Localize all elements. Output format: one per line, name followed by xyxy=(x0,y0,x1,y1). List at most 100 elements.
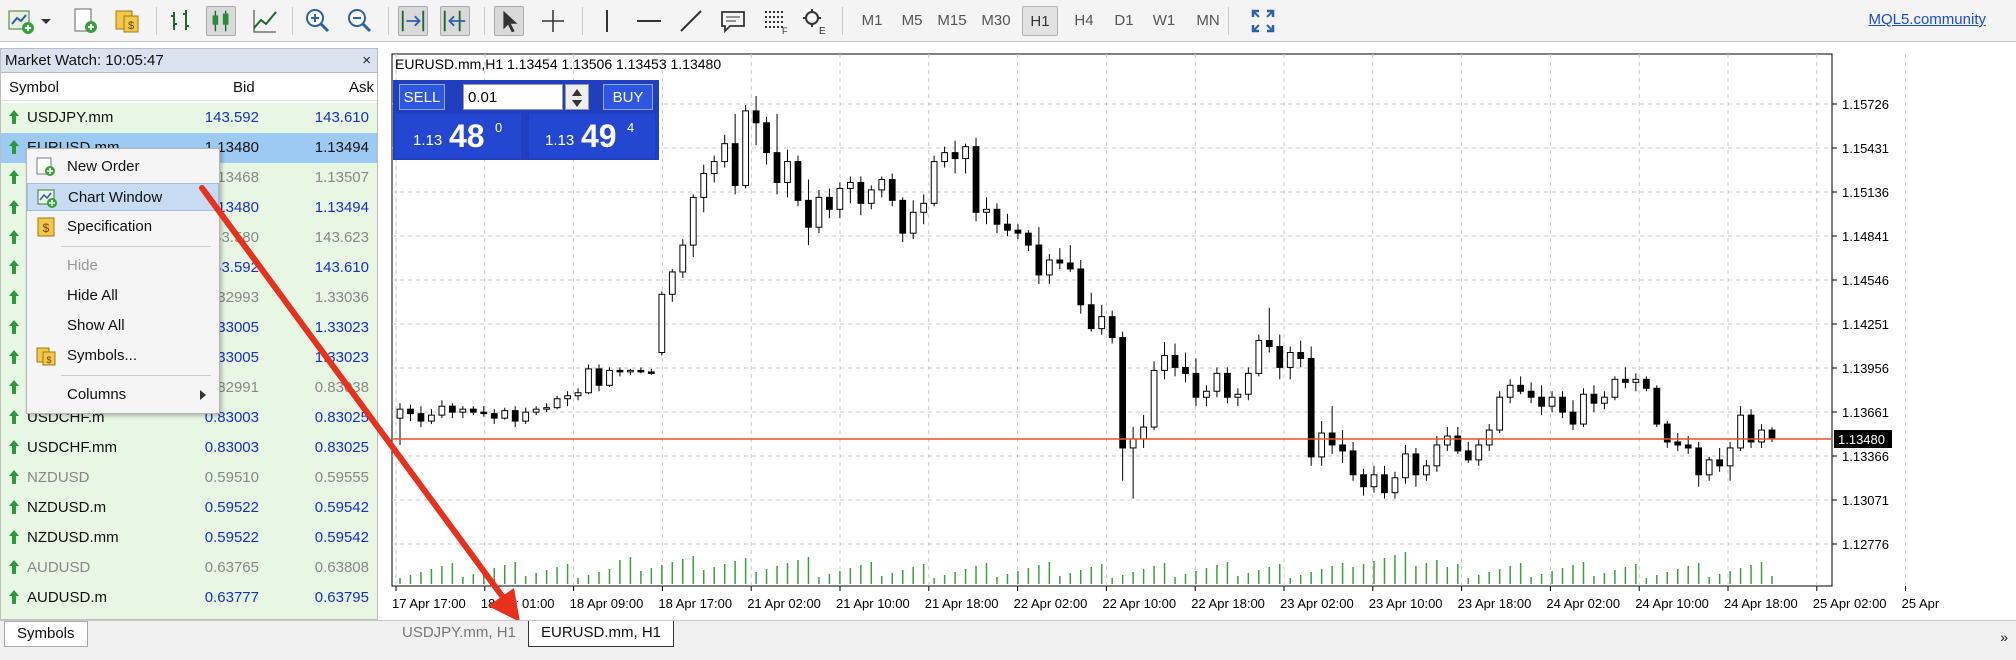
text-label-icon[interactable] xyxy=(718,6,748,36)
menu-item-chart-window[interactable]: Chart Window xyxy=(27,183,219,211)
market-watch-row[interactable]: NZDUSD 0.59510 0.59555 xyxy=(1,463,377,493)
candle-body xyxy=(1464,450,1472,461)
line-chart-icon[interactable] xyxy=(250,6,280,36)
market-watch-row[interactable]: AUDUSD 0.63765 0.63808 xyxy=(1,553,377,583)
price-up-arrow-icon xyxy=(9,410,19,424)
crosshair-icon[interactable] xyxy=(538,6,568,36)
indicators-icon[interactable]: E xyxy=(800,6,830,36)
ask-cell: 143.610 xyxy=(265,253,377,283)
trend-line-icon[interactable] xyxy=(676,6,706,36)
auto-scroll-icon[interactable] xyxy=(398,6,428,36)
candle-body xyxy=(1580,393,1587,425)
candle-body xyxy=(1443,435,1451,446)
menu-separator xyxy=(61,246,211,247)
timeframe-w1[interactable]: W1 xyxy=(1152,12,1176,29)
candle-body xyxy=(1475,444,1483,461)
market-watch-row[interactable]: AUDUSD.m 0.63777 0.63795 xyxy=(1,583,377,613)
sell-price[interactable]: 1.13 48 0 xyxy=(395,114,521,158)
timeframe-m1[interactable]: M1 xyxy=(861,12,883,29)
market-watch-icon[interactable]: $ xyxy=(112,6,142,36)
timeframe-h1[interactable]: H1 xyxy=(1022,6,1058,36)
timeframe-mn[interactable]: MN xyxy=(1196,12,1220,29)
candle-body xyxy=(951,152,959,160)
market-watch-row[interactable]: NZDUSD.m 0.59522 0.59542 xyxy=(1,493,377,523)
tab-chart-usdjpy[interactable]: USDJPY.mm, H1 xyxy=(402,624,516,641)
vertical-line-icon[interactable] xyxy=(592,6,622,36)
market-watch-row[interactable]: NZDUSD.mm 0.59522 0.59542 xyxy=(1,523,377,553)
ask-cell: 1.13507 xyxy=(265,163,377,193)
stepper-down-icon[interactable] xyxy=(572,100,582,108)
ask-cell: 0.59542 xyxy=(265,523,377,553)
chart-shift-icon[interactable] xyxy=(440,6,470,36)
lot-size-input[interactable] xyxy=(463,84,563,110)
candle-body xyxy=(1496,396,1504,431)
candle-body xyxy=(627,369,634,373)
buy-price[interactable]: 1.13 49 4 xyxy=(529,114,655,158)
candle-body xyxy=(417,413,425,422)
candle-body xyxy=(1402,453,1409,479)
candle-body xyxy=(1527,390,1535,398)
cursor-icon[interactable] xyxy=(494,6,524,36)
close-icon[interactable]: × xyxy=(362,52,371,69)
price-up-arrow-icon xyxy=(9,290,19,304)
profiles-icon[interactable] xyxy=(70,6,100,36)
buy-button[interactable]: BUY xyxy=(603,84,653,110)
candle-body xyxy=(1244,372,1252,395)
candle-body xyxy=(543,407,551,410)
menu-item-columns[interactable]: Columns xyxy=(27,381,219,409)
bar-chart-icon[interactable] xyxy=(166,6,196,36)
bottom-tab-bar: Symbols USDJPY.mm, H1 EURUSD.mm, H1 » xyxy=(0,620,2016,660)
ask-cell: 1.13494 xyxy=(265,133,377,163)
lot-stepper[interactable] xyxy=(565,84,589,110)
time-label: 22 Apr 18:00 xyxy=(1191,596,1265,611)
menu-item-label: Columns xyxy=(67,386,127,403)
tab-chart-eurusd[interactable]: EURUSD.mm, H1 xyxy=(528,621,675,647)
menu-item-show-all[interactable]: Show All xyxy=(27,312,219,340)
candle-body xyxy=(899,199,907,234)
menu-item-symbols[interactable]: $ Symbols... xyxy=(27,342,219,370)
market-watch-row[interactable]: USDCHF.mm 0.83003 0.83025 xyxy=(1,433,377,463)
candle-body xyxy=(1433,444,1441,467)
mql5-community-link[interactable]: MQL5.community xyxy=(1868,11,1986,28)
new-chart-icon[interactable] xyxy=(6,6,36,36)
price-up-arrow-icon xyxy=(9,260,19,274)
tabs-expand-icon[interactable]: » xyxy=(2000,629,2008,645)
column-header-bid[interactable]: Bid xyxy=(233,79,255,96)
market-watch-row[interactable]: USDJPY.mm 143.592 143.610 xyxy=(1,103,377,133)
timeframe-d1[interactable]: D1 xyxy=(1114,12,1134,29)
horizontal-line-icon[interactable] xyxy=(634,6,664,36)
price-up-arrow-icon xyxy=(9,200,19,214)
menu-item-specification[interactable]: $ Specification xyxy=(27,213,219,241)
candlestick-chart-icon[interactable] xyxy=(206,6,236,36)
current-price-badge xyxy=(1834,429,1892,448)
candle-body xyxy=(710,161,718,175)
fullscreen-icon[interactable] xyxy=(1248,6,1278,36)
candle-body xyxy=(1234,393,1242,398)
timeframe-m15[interactable]: M15 xyxy=(937,12,967,29)
toolbar-separator xyxy=(1228,7,1229,35)
timeframe-h4[interactable]: H4 xyxy=(1074,12,1094,29)
price-label: 1.13661 xyxy=(1842,405,1889,420)
timeframe-m5[interactable]: M5 xyxy=(901,12,923,29)
stepper-up-icon[interactable] xyxy=(572,88,582,96)
price-label: 1.15726 xyxy=(1842,97,1889,112)
candle-body xyxy=(878,178,886,191)
fibonacci-icon[interactable]: F xyxy=(760,6,790,36)
candle-body xyxy=(459,408,467,413)
candle-body xyxy=(1192,372,1200,398)
symbol-name: NZDUSD xyxy=(27,469,90,486)
zoom-out-icon[interactable] xyxy=(344,6,374,36)
ask-value: 0.83038 xyxy=(314,379,369,396)
menu-item-new-order[interactable]: New Order xyxy=(27,153,219,181)
candle-body xyxy=(438,405,446,416)
column-header-symbol[interactable]: Symbol xyxy=(9,79,60,96)
tab-symbols[interactable]: Symbols xyxy=(4,621,88,647)
dropdown-chevron-icon[interactable] xyxy=(38,6,54,36)
column-header-ask[interactable]: Ask xyxy=(349,79,375,96)
timeframe-m30[interactable]: M30 xyxy=(981,12,1011,29)
zoom-in-icon[interactable] xyxy=(302,6,332,36)
menu-item-hide-all[interactable]: Hide All xyxy=(27,282,219,310)
sell-button[interactable]: SELL xyxy=(399,84,445,110)
candle-body xyxy=(1098,316,1106,330)
